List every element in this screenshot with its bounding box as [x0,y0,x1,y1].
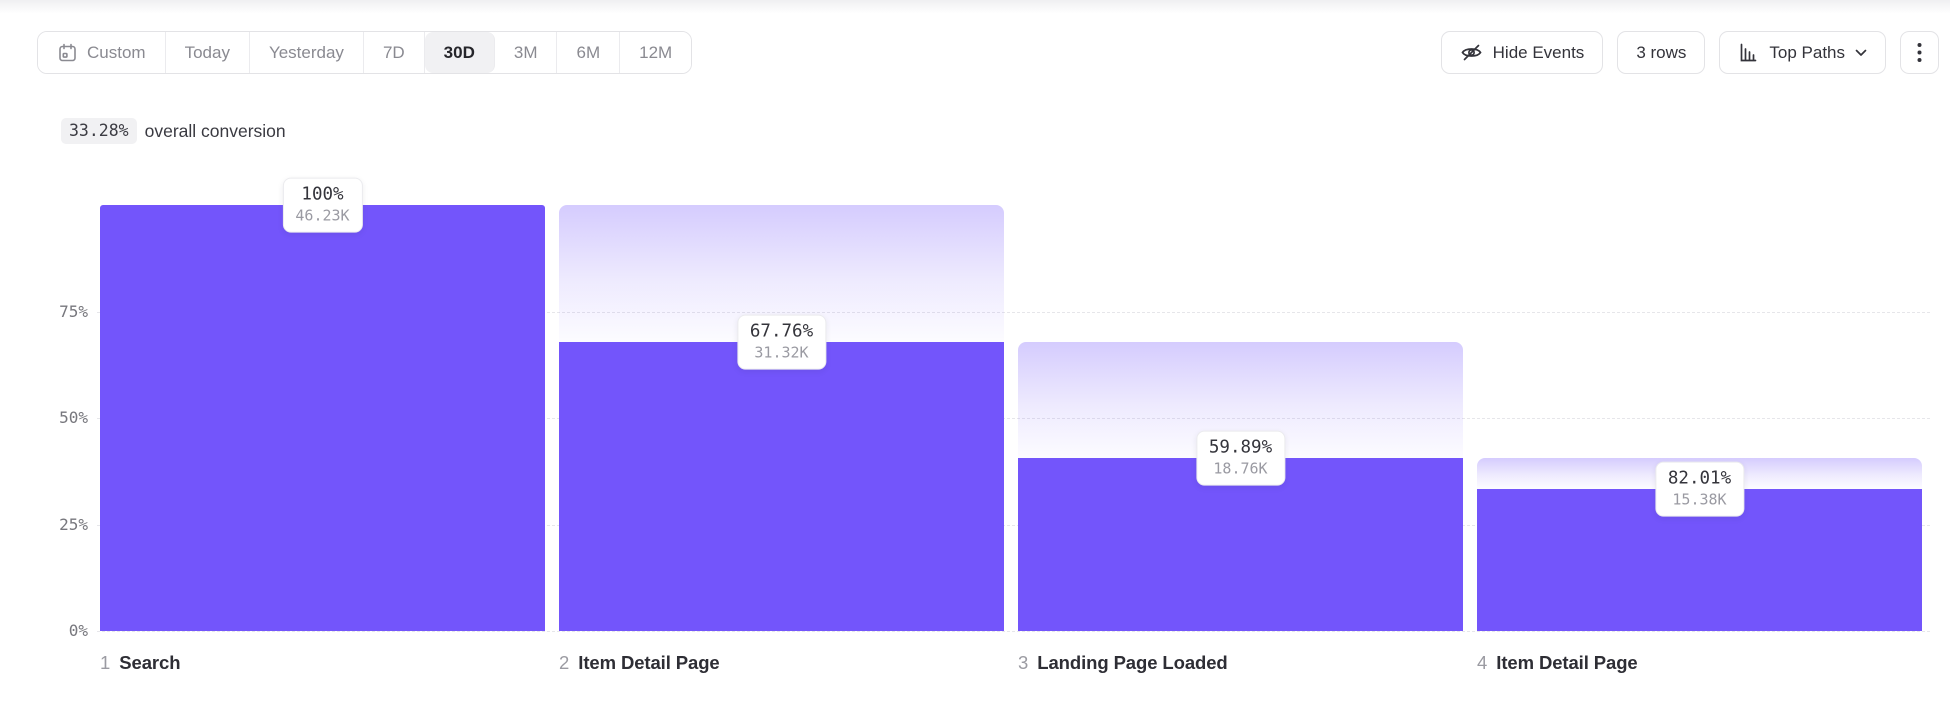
conversion-tooltip: 82.01% 15.38K [1654,461,1745,517]
range-label: Yesterday [268,42,344,62]
more-options-button[interactable] [1900,31,1939,74]
range-label: Custom [87,42,146,62]
conversion-rate: 67.76% [749,321,814,342]
conversion-tooltip: 59.89% 18.76K [1195,430,1286,486]
range-label: 6M [576,42,601,62]
range-label: 3M [513,42,538,62]
top-shadow-divider [0,0,1950,14]
conversion-rate: 100% [301,184,344,205]
overall-conversion-text: overall conversion [144,120,286,141]
overall-conversion-value: 33.28% [61,118,137,144]
step-label: 4 Item Detail Page [1477,652,1922,674]
range-3m[interactable]: 3M [494,32,558,73]
range-today[interactable]: Today [165,32,250,73]
funnel-step-column: 82.01% 15.38K [1477,205,1922,631]
step-name: Search [119,652,181,673]
step-number: 3 [1018,652,1029,673]
range-7d[interactable]: 7D [363,32,425,73]
range-label: Today [184,42,230,62]
conversion-rate: 82.01% [1667,468,1732,489]
step-name: Item Detail Page [578,652,720,673]
funnel-columns: 100% 46.23K 67.76% 31.32K 59.89% 18.76K 82.01%… [100,177,1922,631]
hide-events-label: Hide Events [1492,42,1585,62]
step-label: 3 Landing Page Loaded [1018,652,1463,674]
funnel-step-column: 100% 46.23K [100,177,545,631]
conversion-count: 15.38K [1672,490,1727,509]
conversion-count: 18.76K [1213,459,1268,478]
step-number: 1 [100,652,111,673]
y-axis-labels: 75% 50% 25% 0% [0,205,88,641]
funnel-bar[interactable] [1018,458,1463,631]
gridline-0 [97,631,1930,632]
range-label: 12M [639,42,673,62]
y-tick-label: 25% [59,514,88,534]
step-number: 2 [559,652,570,673]
kebab-icon [1917,42,1922,63]
toolbar-actions: Hide Events 3 rows Top Paths [1440,31,1939,74]
y-tick-label: 75% [59,301,88,321]
funnel-bar[interactable] [559,342,1004,631]
chevron-down-icon [1855,49,1867,57]
rows-button[interactable]: 3 rows [1617,31,1706,74]
bar-chart-icon [1738,42,1759,63]
conversion-count: 46.23K [295,206,350,225]
step-number: 4 [1477,652,1488,673]
step-label: 2 Item Detail Page [559,652,1004,674]
range-label: 7D [382,42,405,62]
step-labels: 1 Search 2 Item Detail Page 3 Landing Page Lo… [100,652,1922,674]
conversion-tooltip: 67.76% 31.32K [736,314,827,370]
eye-off-icon [1460,41,1483,64]
range-6m[interactable]: 6M [557,32,621,73]
hide-events-button[interactable]: Hide Events [1440,31,1604,74]
y-tick-label: 0% [68,621,88,640]
conversion-count: 31.32K [754,343,809,362]
step-name: Item Detail Page [1496,652,1638,673]
gridlines [97,205,1930,632]
step-label: 1 Search [100,652,545,674]
gridline-25 [97,524,1930,526]
funnel-step-column: 59.89% 18.76K [1018,205,1463,631]
date-range-control: Custom Today Yesterday 7D 30D 3M 6M 12M [37,31,693,74]
rows-label: 3 rows [1636,42,1687,62]
overall-conversion-summary: 33.28% overall conversion [61,118,286,144]
gridline-75 [97,311,1930,313]
funnel-bar[interactable] [100,205,545,631]
range-custom[interactable]: Custom [38,32,166,73]
range-12m[interactable]: 12M [620,32,692,73]
range-yesterday[interactable]: Yesterday [249,32,364,73]
range-30d[interactable]: 30D [424,32,495,73]
range-label: 30D [443,42,475,62]
top-paths-button[interactable]: Top Paths [1719,31,1886,74]
step-name: Landing Page Loaded [1037,652,1228,673]
funnel-step-column: 67.76% 31.32K [559,205,1004,631]
gridline-50 [97,418,1930,419]
conversion-rate: 59.89% [1208,437,1273,458]
conversion-tooltip: 100% 46.23K [282,177,363,233]
top-paths-label: Top Paths [1769,42,1845,62]
calendar-icon [57,42,78,63]
y-tick-label: 50% [59,408,88,427]
